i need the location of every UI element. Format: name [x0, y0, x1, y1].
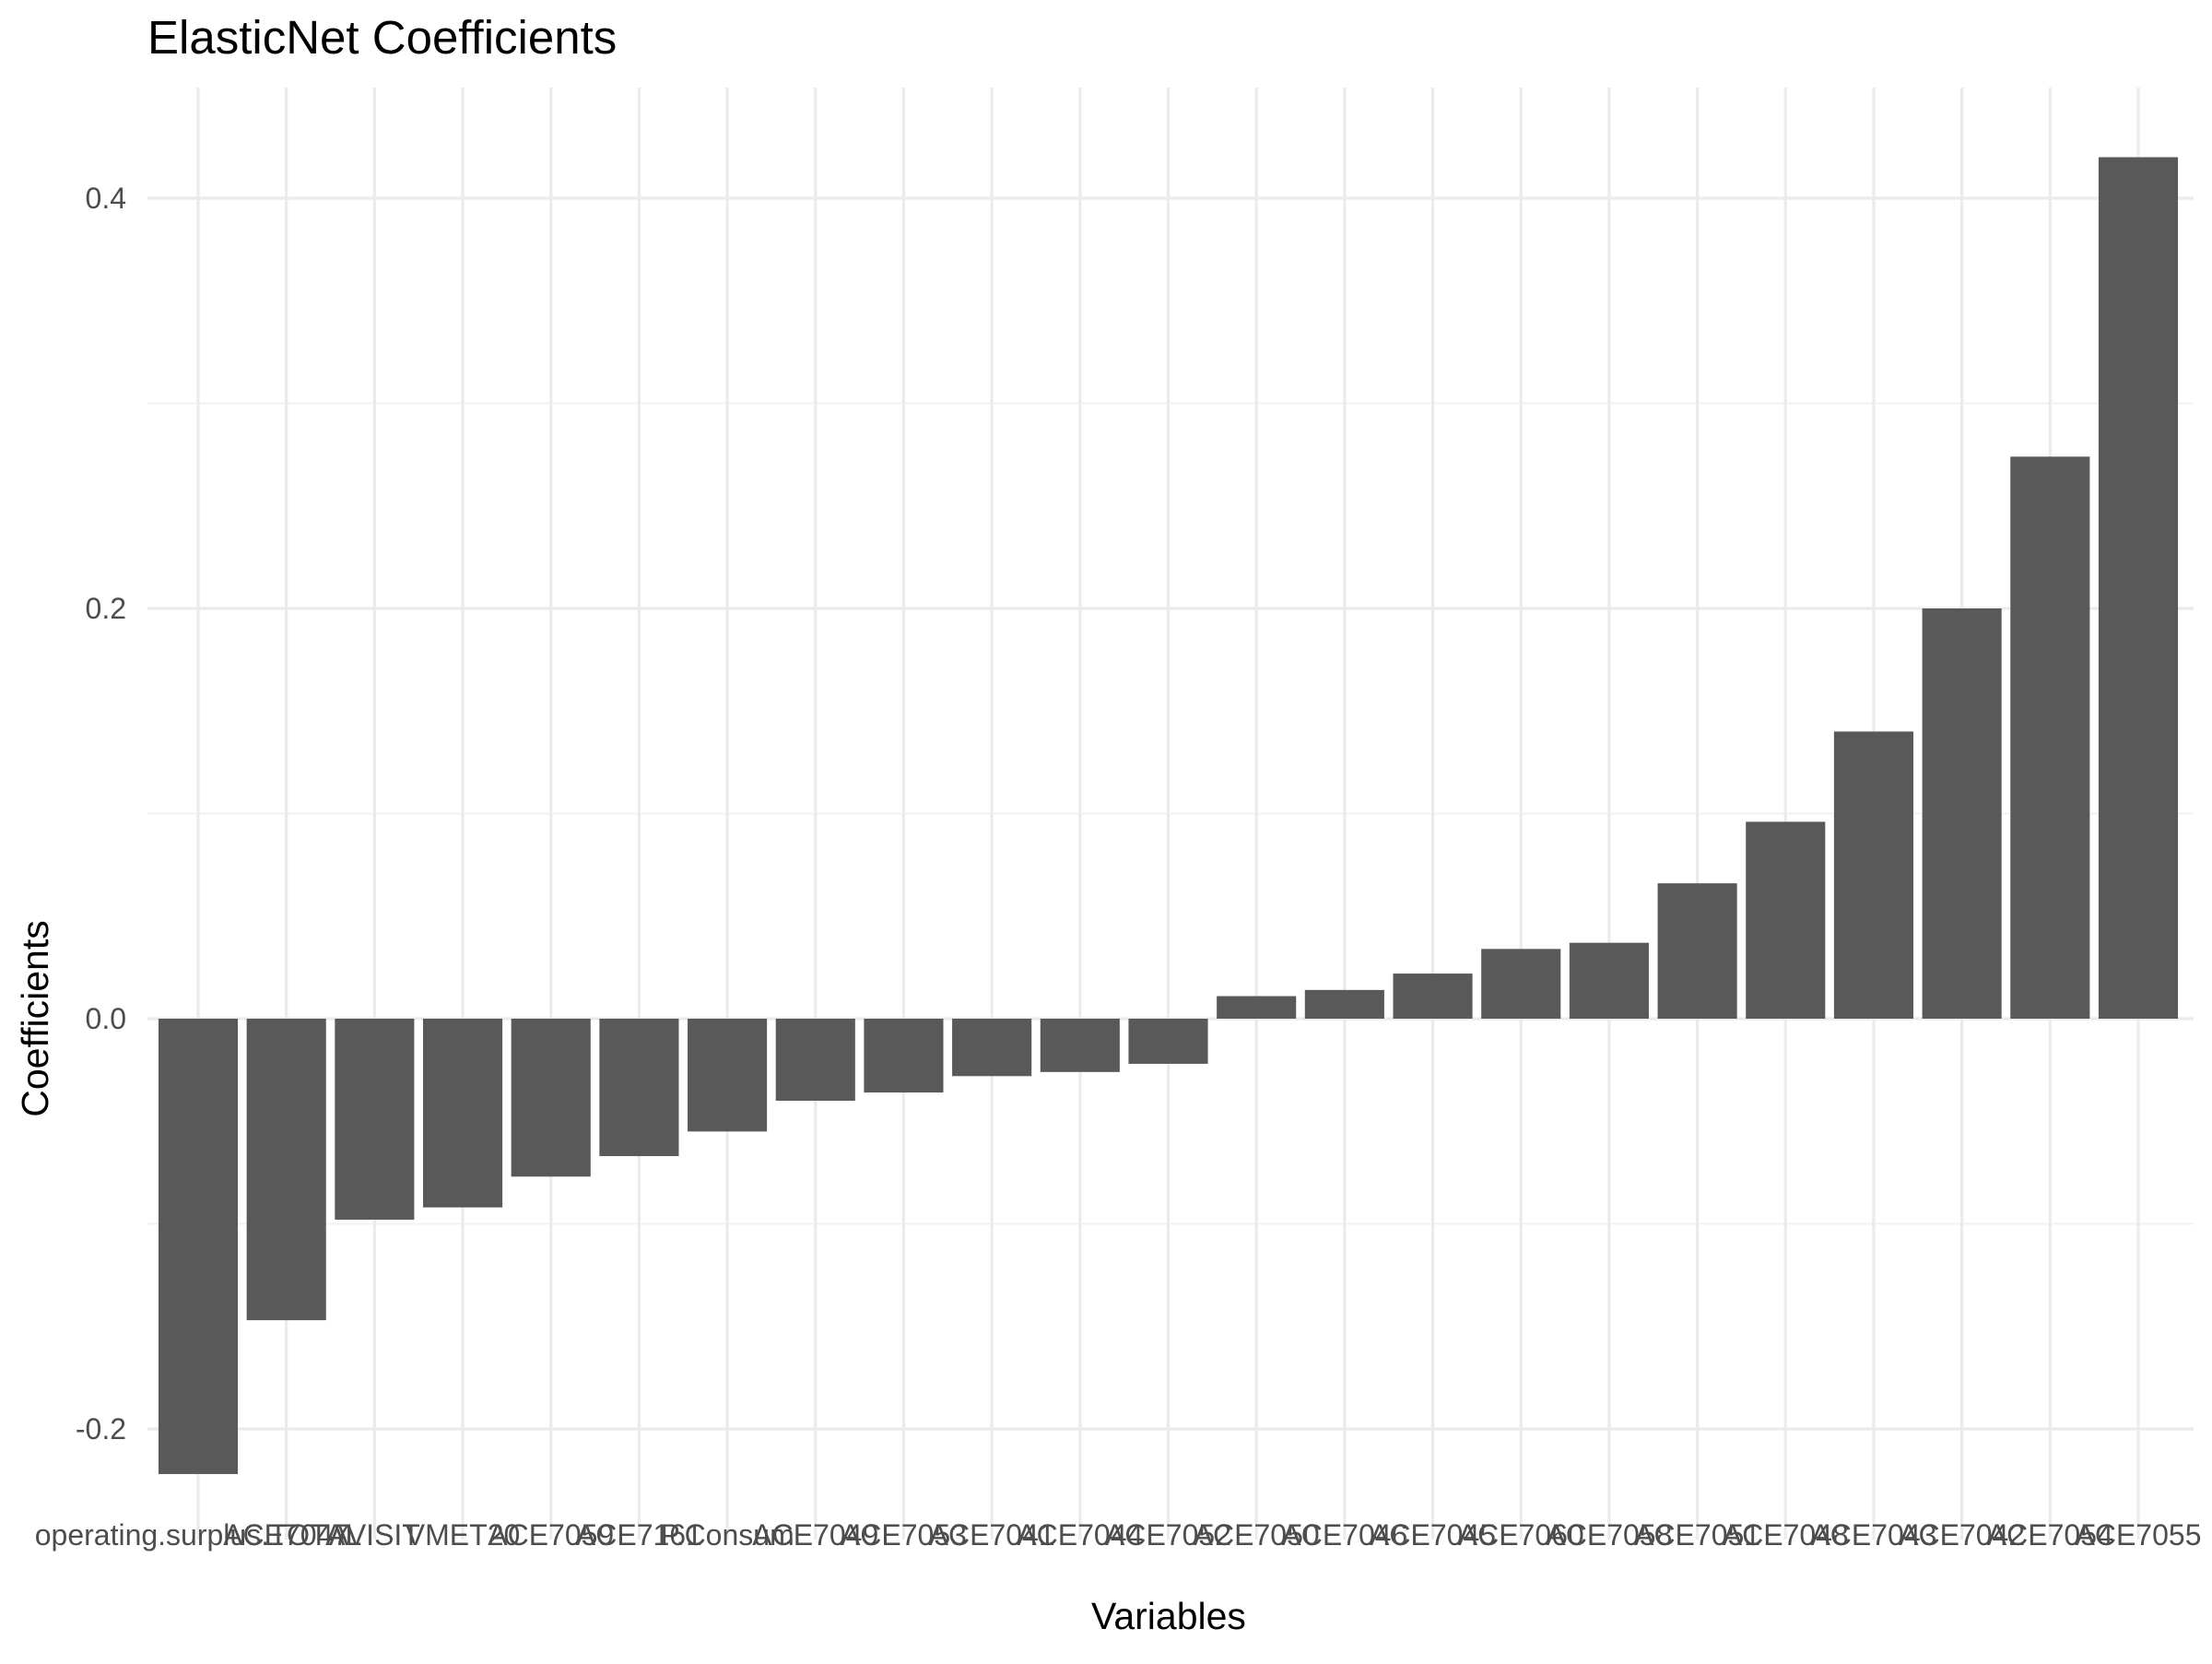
x-tick-label: ACE7046: [1281, 1518, 1407, 1552]
bar: [1393, 974, 1473, 1019]
y-axis-ticks: -0.2 0.0 0.2 0.4: [76, 182, 126, 1446]
x-tick-label: ACE7060: [1458, 1518, 1584, 1552]
y-tick-label: -0.2: [76, 1412, 126, 1446]
y-axis-title: Coefficients: [14, 920, 56, 1116]
x-tick-label: ACE7161: [576, 1518, 702, 1552]
bar: [1217, 996, 1297, 1019]
bar: [158, 1019, 239, 1474]
x-tick-label: operating.surplus.TOTAL: [35, 1518, 362, 1552]
x-axis-title: Variables: [1091, 1595, 1246, 1637]
x-tick-label: ACE7055: [2076, 1518, 2202, 1552]
x-tick-label: VMET20: [406, 1518, 520, 1552]
x-tick-label: ACE7053: [841, 1518, 967, 1552]
y-tick-label: 0.2: [86, 592, 126, 625]
x-tick-label: ACE7044: [1017, 1518, 1143, 1552]
x-tick-label: ACE7054: [1987, 1518, 2113, 1552]
bar: [864, 1019, 944, 1093]
bar: [511, 1019, 591, 1177]
bar: [775, 1019, 855, 1101]
bar: [1304, 989, 1384, 1019]
bar: [599, 1019, 679, 1157]
x-tick-label: ACE7049: [752, 1518, 878, 1552]
x-tick-label: ACE7059: [488, 1518, 614, 1552]
bar: [1040, 1019, 1120, 1072]
bar: [2098, 157, 2179, 1019]
x-axis-ticks: operating.surplus.TOTALACE7047AVISITVMET…: [35, 1518, 2202, 1552]
bars: [158, 157, 2179, 1474]
bar: [1128, 1019, 1208, 1064]
chart-title: ElasticNet Coefficients: [147, 11, 617, 64]
grid-lines: [147, 88, 2194, 1540]
bar: [335, 1019, 415, 1221]
x-tick-label: ACE7045: [1370, 1518, 1496, 1552]
x-tick-label: P.Consum: [660, 1518, 794, 1552]
bar: [1922, 608, 2002, 1019]
y-tick-label: 0.4: [86, 182, 126, 215]
bar: [1833, 731, 1914, 1019]
bar: [1569, 942, 1649, 1019]
bar: [952, 1019, 1032, 1077]
x-tick-label: ACE7048: [1723, 1518, 1849, 1552]
x-tick-label: ACE7058: [1546, 1518, 1672, 1552]
x-tick-label: ACE7043: [1810, 1518, 1936, 1552]
x-tick-label: ACE7052: [1105, 1518, 1231, 1552]
bar: [1657, 883, 1737, 1019]
bar: [246, 1019, 326, 1321]
x-tick-label: ACE7051: [1634, 1518, 1760, 1552]
bar: [1481, 949, 1561, 1019]
bar: [1746, 821, 1826, 1019]
y-tick-label: 0.0: [86, 1002, 126, 1035]
x-tick-label: ACE7050: [1194, 1518, 1320, 1552]
x-tick-label: ACE7042: [1899, 1518, 2025, 1552]
bar: [2010, 456, 2090, 1020]
x-tick-label: AVISIT: [329, 1518, 420, 1552]
bar: [688, 1019, 768, 1132]
x-tick-label: ACE7041: [929, 1518, 1055, 1552]
bar: [422, 1019, 503, 1208]
x-tick-label: ACE7047: [223, 1518, 349, 1552]
